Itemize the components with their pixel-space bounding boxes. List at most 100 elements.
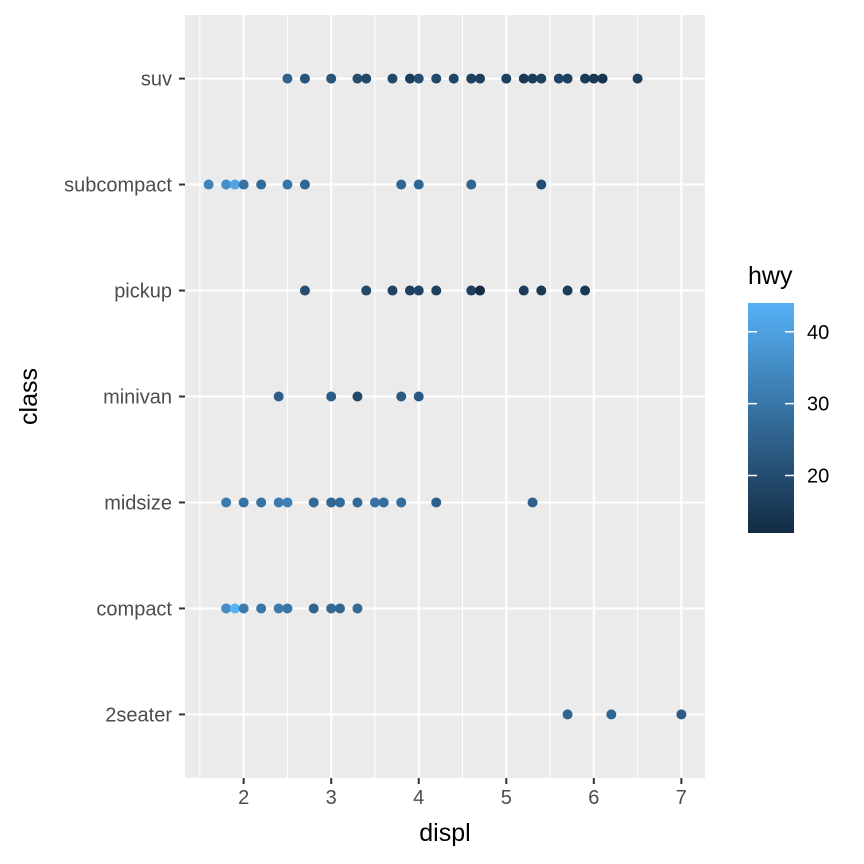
data-point (299, 285, 310, 296)
data-point (273, 603, 284, 614)
data-point (527, 497, 538, 508)
data-point (299, 179, 310, 190)
y-axis-title: class (15, 368, 43, 425)
data-point (352, 391, 363, 402)
data-point (273, 391, 284, 402)
x-axis: 2 3 4 5 6 7 (238, 778, 687, 809)
data-point (238, 179, 249, 190)
data-point (308, 497, 319, 508)
data-point (326, 603, 337, 614)
data-point (282, 179, 293, 190)
data-point (431, 73, 442, 84)
x-tick-label: 2 (238, 787, 249, 809)
major-gridlines (185, 15, 705, 778)
data-point (413, 179, 424, 190)
data-points (203, 73, 687, 720)
data-point (448, 73, 459, 84)
data-point (518, 285, 529, 296)
data-point (606, 709, 617, 720)
data-point (238, 497, 249, 508)
data-point (282, 497, 293, 508)
data-point (352, 603, 363, 614)
data-point (396, 179, 407, 190)
data-point (580, 285, 591, 296)
data-point (431, 497, 442, 508)
data-point (361, 73, 372, 84)
data-point (334, 497, 345, 508)
x-tick-label: 7 (676, 787, 687, 809)
data-point (352, 497, 363, 508)
data-point (326, 73, 337, 84)
data-point (588, 73, 599, 84)
x-tick-label: 5 (501, 787, 512, 809)
data-point (256, 179, 267, 190)
data-point (536, 73, 547, 84)
x-axis-title: displ (419, 819, 470, 847)
legend-ticks: 20 30 40 (748, 322, 829, 488)
data-point (387, 73, 398, 84)
data-point (553, 73, 564, 84)
data-point (518, 73, 529, 84)
data-point (676, 709, 687, 720)
data-point (369, 497, 380, 508)
data-point (221, 497, 232, 508)
data-point (562, 73, 573, 84)
data-point (536, 179, 547, 190)
data-point (404, 285, 415, 296)
data-point (352, 73, 363, 84)
data-point (562, 709, 573, 720)
y-tick-label: subcompact (64, 175, 172, 197)
data-point (229, 603, 240, 614)
data-point (282, 603, 293, 614)
data-point (361, 285, 372, 296)
y-tick-label: pickup (114, 281, 172, 303)
data-point (466, 73, 477, 84)
data-point (396, 497, 407, 508)
data-point (413, 391, 424, 402)
data-point (536, 285, 547, 296)
y-tick-label: midsize (104, 492, 172, 514)
data-point (334, 603, 345, 614)
data-point (475, 285, 486, 296)
data-point (221, 179, 232, 190)
data-point (299, 73, 310, 84)
data-point (466, 285, 477, 296)
color-legend: hwy 20 30 40 (748, 262, 829, 533)
data-point (308, 603, 319, 614)
x-tick-label: 6 (588, 787, 599, 809)
data-point (404, 73, 415, 84)
data-point (562, 285, 573, 296)
x-tick-label: 3 (326, 787, 337, 809)
data-point (597, 73, 608, 84)
data-point (413, 73, 424, 84)
data-point (326, 497, 337, 508)
data-point (501, 73, 512, 84)
data-point (413, 285, 424, 296)
data-point (229, 179, 240, 190)
data-point (203, 179, 214, 190)
legend-tick-label: 20 (807, 466, 829, 488)
data-point (475, 73, 486, 84)
data-point (282, 73, 293, 84)
y-tick-label: compact (96, 598, 172, 620)
data-point (273, 497, 284, 508)
data-point (580, 73, 591, 84)
data-point (632, 73, 643, 84)
y-tick-label: suv (141, 69, 172, 91)
data-point (256, 603, 267, 614)
legend-title: hwy (748, 262, 793, 290)
data-point (326, 391, 337, 402)
y-axis: 2seater compact midsize minivan pickup subcom… (64, 69, 185, 726)
data-point (221, 603, 232, 614)
legend-tick-label: 30 (807, 394, 829, 416)
data-point (256, 497, 267, 508)
y-tick-label: minivan (103, 387, 172, 409)
data-point (396, 391, 407, 402)
data-point (431, 285, 442, 296)
x-tick-label: 4 (413, 787, 424, 809)
legend-tick-label: 40 (807, 322, 829, 344)
data-point (378, 497, 389, 508)
data-point (387, 285, 398, 296)
y-tick-label: 2seater (105, 704, 172, 726)
